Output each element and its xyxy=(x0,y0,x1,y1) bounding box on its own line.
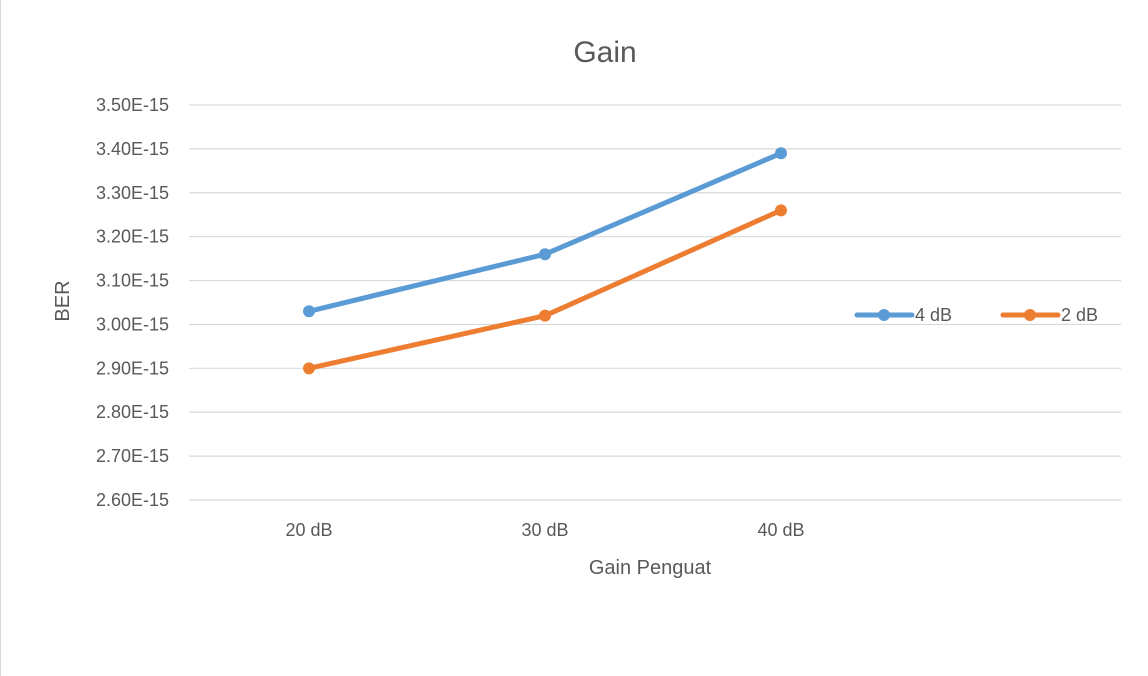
y-tick-label: 2.60E-15 xyxy=(96,490,169,510)
series-lines xyxy=(303,147,787,375)
y-tick-label: 3.10E-15 xyxy=(96,271,169,291)
data-point xyxy=(303,362,315,375)
y-tick-label: 3.00E-15 xyxy=(96,314,169,334)
legend: 4 dB 2 dB xyxy=(854,305,1098,325)
y-axis-label: BER xyxy=(52,280,74,321)
legend-label: 2 dB xyxy=(1061,305,1098,325)
x-tick-label: 20 dB xyxy=(285,520,332,540)
y-tick-label: 3.40E-15 xyxy=(96,139,169,159)
legend-label: 4 dB xyxy=(915,305,952,325)
data-point xyxy=(775,147,787,160)
y-tick-label: 2.90E-15 xyxy=(96,358,169,378)
y-tick-label: 3.30E-15 xyxy=(96,183,169,203)
legend-swatch-marker xyxy=(878,309,890,321)
data-point xyxy=(303,305,315,318)
y-axis-ticks: 3.50E-15 3.40E-15 3.30E-15 3.20E-15 3.10E-15… xyxy=(96,95,169,510)
series-line xyxy=(306,150,784,314)
x-tick-label: 40 dB xyxy=(757,520,804,540)
y-tick-label: 2.80E-15 xyxy=(96,402,169,422)
x-axis-label: Gain Penguat xyxy=(589,557,712,579)
y-tick-label: 3.20E-15 xyxy=(96,227,169,247)
y-tick-label: 2.70E-15 xyxy=(96,446,169,466)
data-point xyxy=(539,309,551,322)
gridlines xyxy=(189,104,1121,501)
x-tick-label: 30 dB xyxy=(521,520,568,540)
series-line xyxy=(306,207,784,371)
data-point xyxy=(775,204,787,217)
chart-title: Gain xyxy=(573,36,636,69)
data-point xyxy=(539,248,551,261)
x-axis-ticks: 20 dB 30 dB 40 dB xyxy=(285,520,804,540)
legend-swatch-marker xyxy=(1024,309,1036,321)
y-tick-label: 3.50E-15 xyxy=(96,95,169,115)
